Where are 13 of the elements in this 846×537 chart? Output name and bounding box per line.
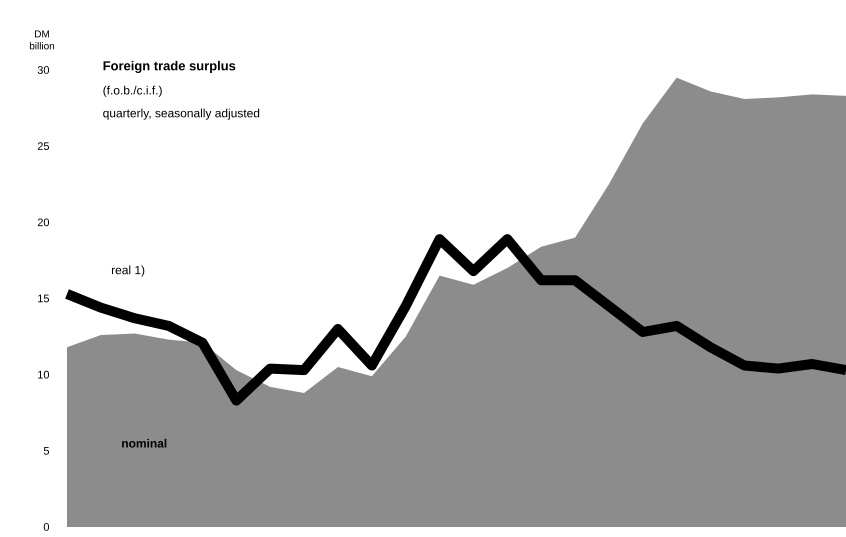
chart-title: Foreign trade surplus [104,60,236,74]
series-label: nominal [122,438,166,448]
y-tick-label: 0 [44,523,50,531]
y-tick-label: 10 [38,370,50,379]
y-tick-label: 5 [44,447,50,455]
y-axis-title: DM billion [30,30,54,50]
y-tick-label: 15 [38,294,50,302]
text: real 1) [112,266,144,277]
y-tick-label: 30 [38,66,50,74]
y-tick-label: 25 [38,142,50,150]
y-tick-label: 20 [38,218,50,226]
text: (f.o.b./c.i.f.) [103,86,162,97]
annotation: quarterly, seasonally adjusted [103,108,260,120]
